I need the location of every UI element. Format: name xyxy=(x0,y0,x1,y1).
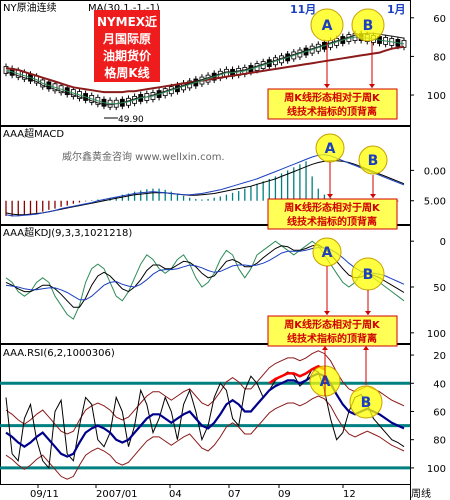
macd-marker-b: B xyxy=(358,145,388,175)
kdj-marker-b-label: B xyxy=(363,267,374,283)
kdj-j-line xyxy=(5,240,405,320)
kdj-marker-a-label: A xyxy=(322,245,333,261)
price-marker-a: A xyxy=(310,8,344,42)
rsi-marker-b-circle xyxy=(349,385,383,419)
rsi-y-tick-label: 60 xyxy=(433,407,446,418)
kdj-panel-title: AAA超KDJ(9,3,3,1021218) xyxy=(3,226,132,239)
kdj-y-tick-label: 100 xyxy=(427,329,446,340)
macd-panel-title: AAA超MACD xyxy=(3,127,64,140)
ma-mid-line xyxy=(5,36,405,105)
kdj-marker-b: B xyxy=(351,257,385,291)
badge-line-3: 油期货价 xyxy=(103,48,152,63)
price-marker-b-circle xyxy=(351,8,385,42)
callout-arrowhead xyxy=(327,194,333,198)
ma-short-line xyxy=(5,32,405,106)
badge-line-2: 月国际原 xyxy=(102,32,151,46)
callout-arrowhead xyxy=(370,194,376,198)
callout-1-line-1: 周K线形态相对于周K xyxy=(284,91,381,104)
month-label-nov: 11月 xyxy=(290,3,316,16)
x-ticks xyxy=(37,484,344,488)
kdj-d-line xyxy=(5,247,405,301)
macd-marker-b-label: B xyxy=(368,153,379,169)
macd-y-tick-label: 0.00 xyxy=(424,166,446,177)
callout-3-line-2: 线技术指标的顶背离 xyxy=(287,332,377,345)
x-label-200701: 2007/01 xyxy=(96,489,138,500)
callout-2-line-1: 周K线形态相对于周K xyxy=(284,201,381,214)
macd-y-tick-label: 5.00 xyxy=(424,197,446,208)
x-label-04: 04 xyxy=(169,489,182,500)
rsi-marker-b-label: B xyxy=(361,395,372,411)
rsi-lower-band xyxy=(5,395,405,480)
price-panel-title: NY原油连续 xyxy=(3,1,57,14)
callout-box-3: 周K线形态相对于周K 线技术指标的顶背离 xyxy=(267,315,398,347)
rsi-y-tick-label: 20 xyxy=(433,351,446,362)
rsi-highlight-line xyxy=(268,364,325,385)
x-label-07: 07 xyxy=(228,489,241,500)
callout-arrowhead xyxy=(324,311,330,315)
callout-arrowhead xyxy=(363,346,369,350)
macd-watermark: 威尔鑫黄金咨询 www.wellxin.com. xyxy=(62,150,225,163)
price-y-tick-label: 60 xyxy=(433,14,446,25)
rsi-panel-title: AAA.RSI(6,2,1000306) xyxy=(3,348,115,359)
callout-2-line-2: 线技术指标的顶背离 xyxy=(287,215,377,228)
callout-arrowhead xyxy=(369,84,375,88)
callout-3-line-1: 周K线形态相对于周K xyxy=(284,318,381,331)
rsi-panel-frame xyxy=(0,344,411,485)
callout-arrowhead xyxy=(365,311,371,315)
y-axes: 100 80 60 5.00 0.00 100 50 0 100 80 60 40 20 xyxy=(410,14,446,475)
rsi-marker-b: B xyxy=(349,385,383,419)
price-marker-a-circle xyxy=(310,8,344,42)
callout-box-2: 周K线形态相对于周K 线技术指标的顶背离 xyxy=(267,198,398,230)
x-label-12: 12 xyxy=(343,489,356,500)
rsi-slow-line xyxy=(5,372,405,458)
callout-box-1: 周K线形态相对于周K 线技术指标的顶背离 xyxy=(267,88,398,120)
macd-marker-a-label: A xyxy=(325,141,336,157)
rsi-y-tick-label: 80 xyxy=(433,436,446,447)
macd-marker-b-circle xyxy=(358,145,388,175)
chart-badge xyxy=(94,10,160,82)
macd-marker-a: A xyxy=(315,133,345,163)
month-label-jan: 1月 xyxy=(387,3,406,16)
x-label-09: 09 xyxy=(278,489,291,500)
kdj-y-tick-label: 0 xyxy=(440,237,446,248)
kdj-y-tick-label: 50 xyxy=(433,283,446,294)
kdj-marker-a: A xyxy=(312,237,342,267)
x-label-0911: 09/11 xyxy=(30,489,59,500)
rsi-fast-line xyxy=(5,368,405,470)
rsi-upper-band xyxy=(5,350,405,435)
x-axis-corner-label: 周线 xyxy=(411,487,431,500)
low-price-label: 49.90 xyxy=(118,115,144,125)
macd-dea-line xyxy=(5,160,405,216)
ma30-line xyxy=(5,45,405,94)
kdj-plot xyxy=(5,240,405,320)
rsi-y-tick-label: 40 xyxy=(433,379,446,390)
callout-arrowhead xyxy=(322,346,328,350)
badge-line-1: NYMEX近 xyxy=(97,14,157,29)
rsi-y-tick-label: 100 xyxy=(427,464,446,475)
price-ma-label: MA(30,1,-1,-1) xyxy=(88,3,160,14)
price-marker-a-label: A xyxy=(322,18,333,34)
price-y-tick-label: 80 xyxy=(433,52,446,63)
price-marker-b: B xyxy=(351,8,385,42)
callout-arrowhead xyxy=(324,84,330,88)
kdj-k-line xyxy=(5,244,405,308)
price-y-tick-label: 100 xyxy=(427,91,446,102)
badge-line-4: 格周K线 xyxy=(104,65,149,80)
callout-1-line-2: 线技术指标的顶背离 xyxy=(287,105,377,118)
price-marker-b-label: B xyxy=(363,18,374,34)
rsi-plot xyxy=(0,350,410,480)
